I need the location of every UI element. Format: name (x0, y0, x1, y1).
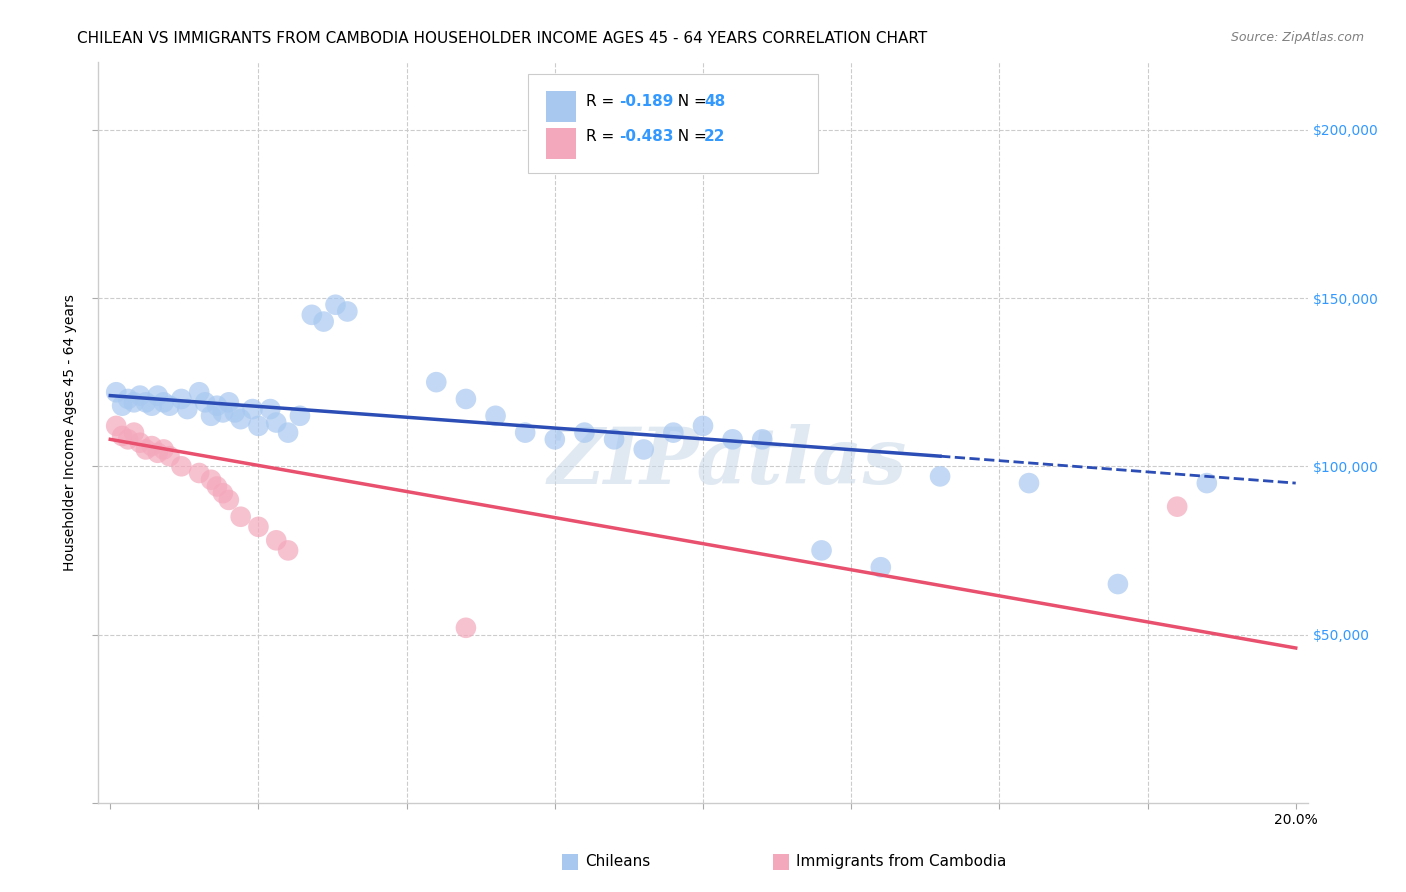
Point (200, 409, 222, 423)
Point (141, 399, 163, 413)
Point (247, 520, 270, 534)
Point (141, 439, 163, 453)
Point (159, 449, 181, 463)
Text: Immigrants from Cambodia: Immigrants from Cambodia (796, 855, 1007, 869)
Point (159, 399, 181, 413)
Point (484, 409, 506, 423)
Point (229, 509, 252, 524)
Point (188, 385, 211, 400)
Text: CHILEAN VS IMMIGRANTS FROM CAMBODIA HOUSEHOLDER INCOME AGES 45 - 64 YEARS CORREL: CHILEAN VS IMMIGRANTS FROM CAMBODIA HOUS… (77, 31, 928, 46)
Point (259, 402, 281, 417)
Point (205, 479, 228, 493)
Point (152, 395, 174, 409)
Point (454, 621, 477, 635)
Point (336, 304, 359, 318)
FancyBboxPatch shape (546, 91, 576, 121)
Point (218, 492, 240, 507)
Text: -0.189: -0.189 (620, 95, 673, 109)
FancyBboxPatch shape (527, 73, 818, 173)
Point (325, 298, 347, 312)
Point (277, 425, 299, 440)
Point (129, 388, 152, 402)
Point (212, 405, 235, 419)
Point (312, 314, 335, 328)
Point (544, 433, 567, 447)
Text: 22: 22 (704, 129, 725, 144)
Text: N =: N = (668, 95, 711, 109)
Point (751, 433, 773, 447)
Point (122, 395, 145, 409)
Point (264, 416, 287, 430)
Point (170, 459, 193, 474)
Point (152, 442, 174, 457)
Point (277, 543, 299, 558)
Text: Source: ZipAtlas.com: Source: ZipAtlas.com (1230, 31, 1364, 45)
Point (117, 433, 139, 447)
Point (425, 375, 447, 389)
Point (288, 409, 311, 423)
Point (301, 308, 323, 322)
Point (200, 473, 222, 487)
Point (229, 412, 252, 426)
Point (810, 543, 832, 558)
FancyBboxPatch shape (546, 128, 576, 159)
Point (212, 486, 235, 500)
Point (146, 446, 169, 460)
Point (111, 399, 134, 413)
Text: -0.483: -0.483 (620, 129, 673, 144)
Point (633, 442, 655, 457)
Text: Chileans: Chileans (585, 855, 651, 869)
Point (1107, 577, 1129, 591)
Text: R =: R = (586, 129, 619, 144)
Point (117, 392, 139, 406)
Point (170, 392, 193, 406)
Point (188, 466, 211, 480)
Point (662, 425, 685, 440)
Point (574, 425, 596, 440)
Point (929, 469, 952, 483)
Point (122, 425, 145, 440)
Point (111, 429, 134, 443)
Point (721, 433, 744, 447)
Point (135, 442, 157, 457)
Point (224, 405, 246, 419)
Point (1166, 500, 1188, 514)
Point (1195, 476, 1218, 491)
Point (869, 560, 891, 574)
Point (218, 395, 240, 409)
Point (205, 399, 228, 413)
Point (692, 418, 714, 433)
Point (105, 418, 128, 433)
Point (129, 435, 152, 450)
Point (264, 533, 287, 548)
Point (146, 388, 169, 402)
Point (515, 425, 537, 440)
Text: R =: R = (586, 95, 619, 109)
Point (105, 385, 128, 400)
Point (603, 433, 626, 447)
Text: 48: 48 (704, 95, 725, 109)
Text: N =: N = (668, 129, 711, 144)
Point (135, 395, 157, 409)
Point (1018, 476, 1040, 491)
Point (247, 418, 270, 433)
Point (176, 402, 198, 417)
Point (242, 402, 264, 417)
Point (194, 395, 217, 409)
Text: ZIPatlas: ZIPatlas (547, 424, 907, 500)
Y-axis label: Householder Income Ages 45 - 64 years: Householder Income Ages 45 - 64 years (63, 294, 77, 571)
Point (454, 392, 477, 406)
